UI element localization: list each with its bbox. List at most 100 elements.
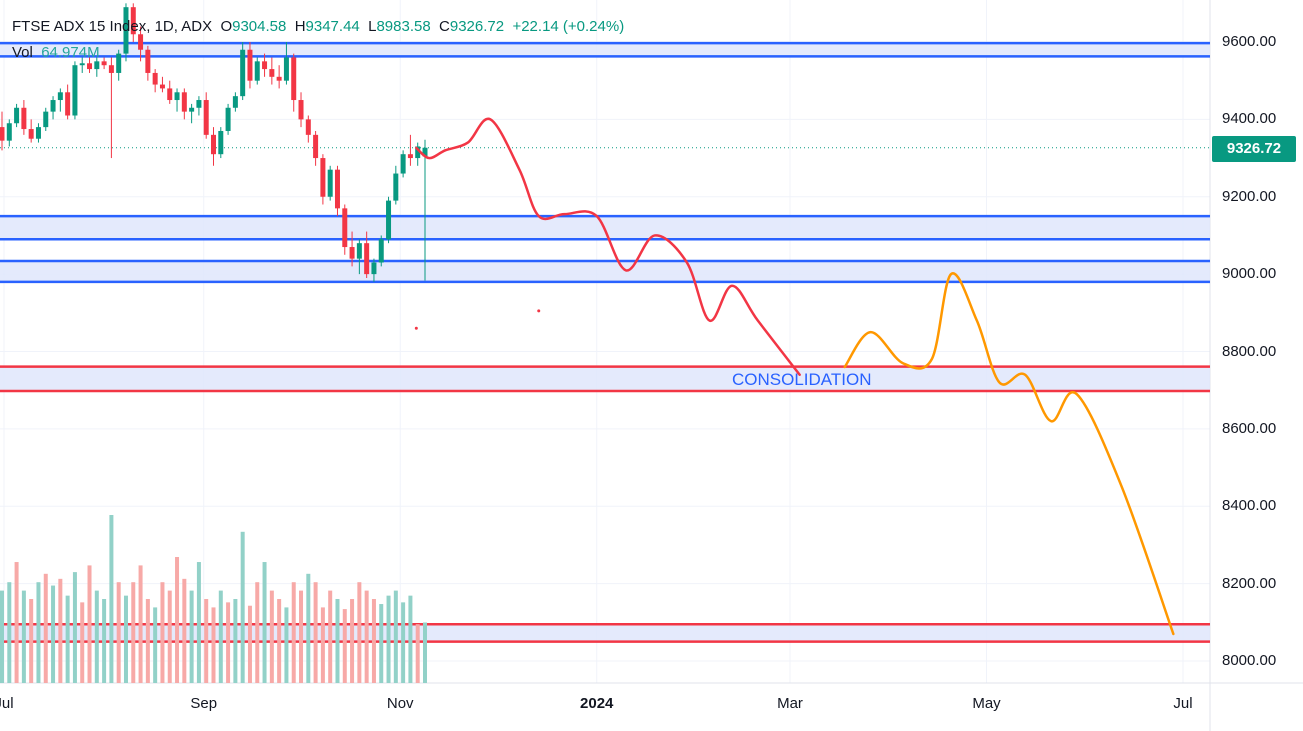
volume-bar — [109, 515, 114, 683]
candle-body — [305, 119, 311, 135]
y-tick-label: 9000.00 — [1222, 265, 1277, 283]
candle-body — [269, 69, 275, 77]
volume-bar — [320, 607, 325, 683]
candle-body — [108, 65, 114, 73]
x-tick-label: Jul — [0, 695, 14, 712]
volume-bar — [138, 565, 143, 683]
volume-bar — [167, 590, 172, 683]
candle-body — [232, 96, 238, 108]
candle-body — [283, 57, 289, 81]
volume-bar — [21, 590, 26, 683]
zone-fill — [0, 624, 1210, 642]
candle-body — [57, 92, 63, 101]
candle-body — [116, 53, 122, 73]
volume-value: 64.974M — [41, 44, 100, 61]
candle-body — [167, 88, 173, 101]
low-value: 8983.58 — [376, 18, 431, 35]
x-tick-label: Jul — [1173, 695, 1193, 712]
volume-bar — [65, 595, 70, 683]
candle-body — [145, 49, 151, 73]
volume-bar — [277, 599, 282, 683]
volume-bar — [247, 605, 252, 683]
marker-dot — [537, 309, 541, 313]
candle-body — [218, 130, 224, 155]
candle-body — [342, 208, 348, 248]
candle-body — [247, 49, 253, 81]
candle-body — [152, 72, 158, 85]
y-tick-label: 9600.00 — [1222, 33, 1277, 50]
projection-path-orange — [843, 272, 1175, 636]
candle-body — [276, 76, 282, 81]
volume-bar — [153, 607, 158, 683]
candle-body — [364, 243, 370, 275]
candle-body — [225, 107, 231, 131]
volume-bar — [102, 599, 107, 683]
volume-bar — [175, 557, 180, 683]
candle-body — [349, 247, 355, 259]
candle-body — [334, 169, 340, 209]
volume-bar — [328, 590, 333, 683]
volume-bar — [0, 590, 4, 683]
volume-bar — [80, 602, 85, 683]
low-label: L — [368, 18, 377, 35]
volume-bar — [58, 578, 63, 683]
y-tick-label: 8000.00 — [1222, 652, 1277, 669]
symbol-name: FTSE ADX 15 Index, 1D, ADX — [12, 18, 213, 35]
marker-dot — [414, 326, 418, 330]
volume-bar — [94, 590, 99, 683]
volume-bar — [36, 582, 41, 683]
consolidation-annotation[interactable]: CONSOLIDATION — [732, 370, 872, 389]
volume-bar — [291, 582, 296, 683]
candle-body — [203, 100, 209, 135]
volume-bar — [211, 607, 216, 683]
volume-bar — [72, 572, 77, 683]
candle-body — [28, 129, 34, 139]
candlesticks — [0, 3, 428, 282]
candle-body — [400, 154, 406, 174]
volume-bar — [145, 599, 150, 683]
volume-bar — [335, 599, 340, 683]
volume-bar — [29, 599, 34, 683]
y-tick-label: 8800.00 — [1222, 342, 1277, 360]
volume-bar — [182, 578, 187, 683]
candle-body — [298, 100, 304, 120]
volume-bar — [408, 595, 413, 683]
volume-bar — [51, 585, 56, 683]
volume-bar — [401, 602, 406, 683]
close-value: 9326.72 — [449, 18, 505, 35]
candle-body — [123, 7, 129, 54]
candle-body — [174, 92, 180, 101]
zone-fill — [0, 43, 1210, 57]
candle-body — [50, 100, 56, 112]
candle-body — [87, 63, 93, 70]
candle-body — [189, 107, 195, 112]
volume-bar — [379, 604, 384, 683]
y-tick-label: 8400.00 — [1222, 497, 1277, 515]
candle-body — [94, 61, 100, 70]
volume-bar — [196, 562, 201, 683]
volume-bar — [364, 590, 369, 683]
candle-body — [386, 200, 392, 240]
candle-body — [159, 84, 165, 89]
zone-fill — [0, 260, 1210, 282]
volume-bar — [313, 582, 318, 683]
zone-fill — [0, 366, 1210, 391]
volume-bar — [204, 599, 209, 683]
candle-body — [240, 49, 246, 97]
close-label: C — [439, 18, 450, 35]
volume-bars — [0, 515, 427, 683]
open-value: 9304.58 — [232, 18, 287, 35]
volume-bar — [43, 573, 48, 683]
volume-bar — [262, 562, 267, 683]
candle-body — [211, 134, 216, 155]
y-tick-label: 9200.00 — [1222, 187, 1277, 205]
zones — [0, 41, 1210, 643]
candle-body — [320, 158, 326, 197]
last-price-tag: 9326.72 — [1212, 136, 1296, 162]
volume-bar — [123, 595, 128, 683]
candle-body — [79, 63, 85, 66]
volume-bar — [415, 624, 420, 683]
open-label: O — [220, 18, 233, 35]
candle-body — [378, 239, 384, 263]
